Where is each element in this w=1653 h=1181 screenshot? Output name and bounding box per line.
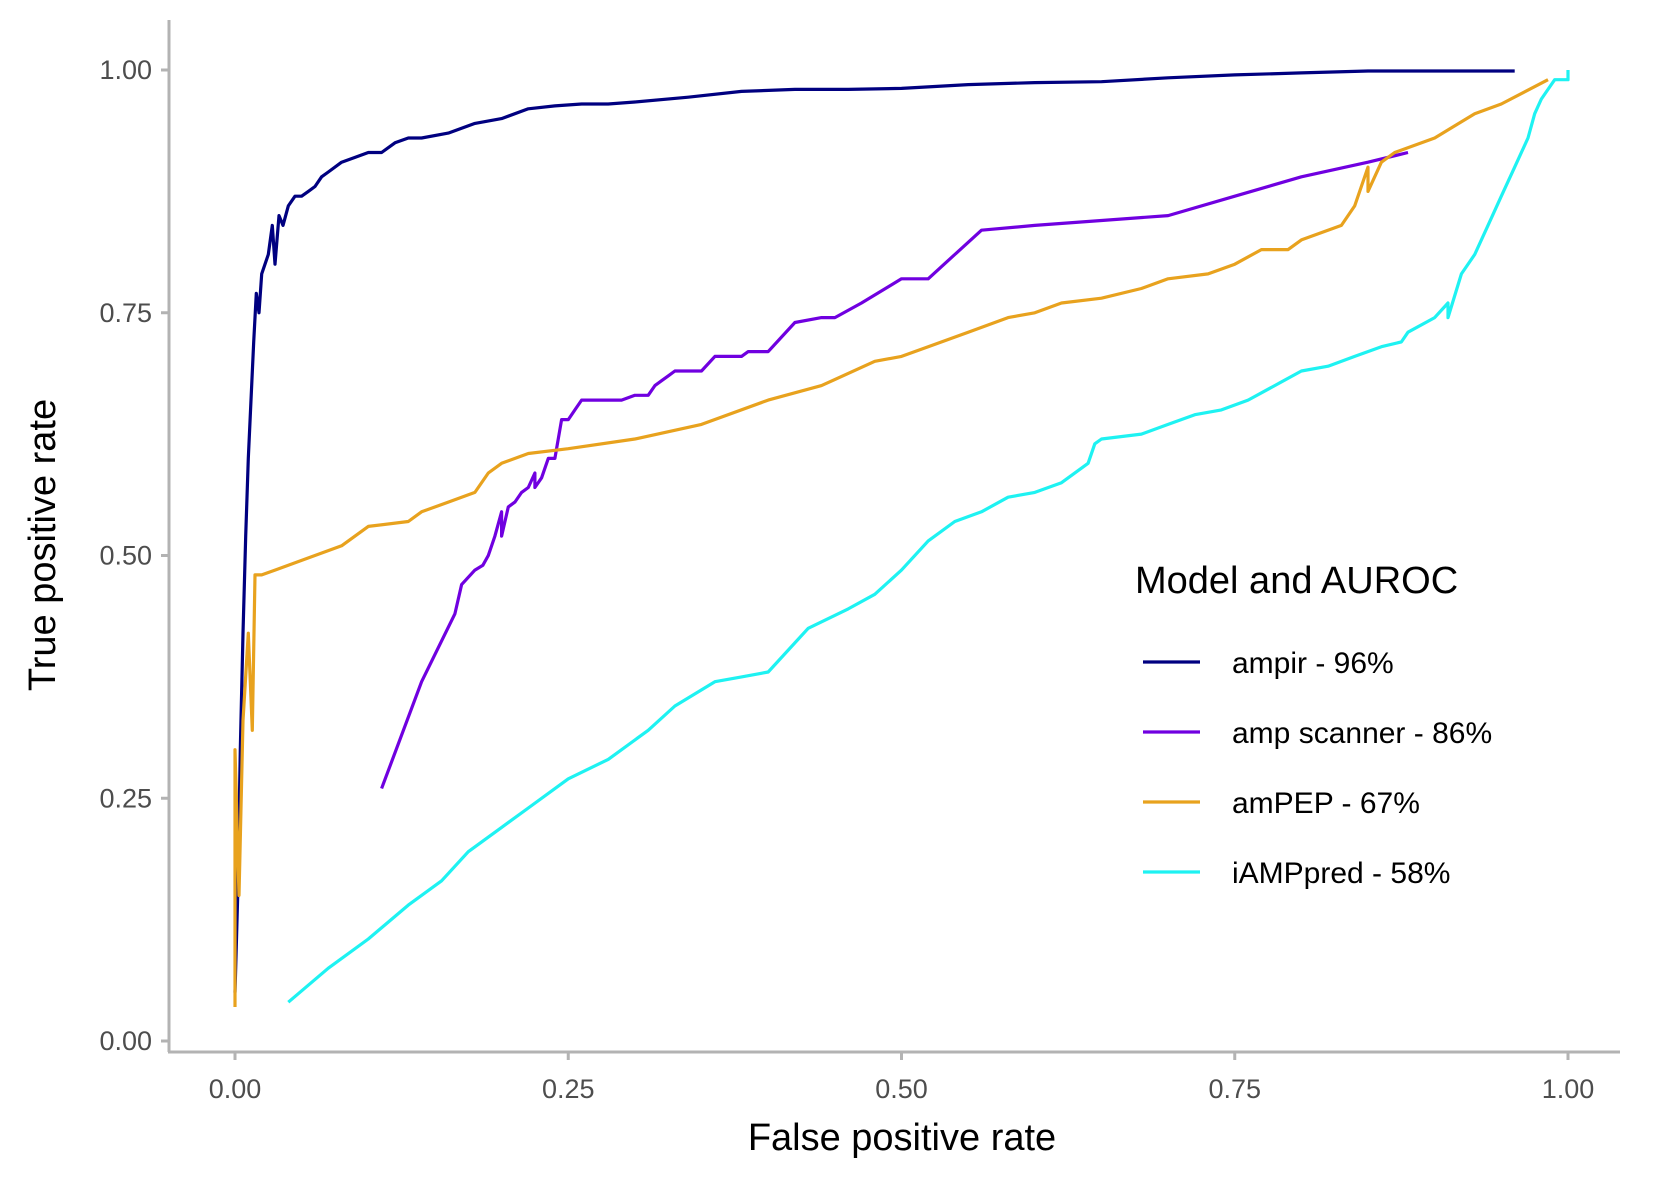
legend-title: Model and AUROC <box>1135 560 1458 602</box>
x-tick-label: 0.50 <box>875 1074 928 1104</box>
x-axis-ticks: 0.00 0.25 0.50 0.75 1.00 <box>209 1052 1595 1104</box>
legend-label-2: amPEP - 67% <box>1232 787 1420 820</box>
x-tick-label: 0.75 <box>1208 1074 1261 1104</box>
y-tick-label: 0.75 <box>99 298 152 328</box>
series-line-3 <box>287 70 1570 1004</box>
y-axis-title: True positive rate <box>22 399 64 691</box>
legend: Model and AUROC ampir - 96% amp scanner -… <box>1135 560 1492 890</box>
legend-label-0: ampir - 96% <box>1232 647 1394 680</box>
x-axis-title: False positive rate <box>748 1117 1056 1159</box>
y-tick-label: 0.50 <box>99 541 152 571</box>
y-tick-label: 1.00 <box>99 55 152 85</box>
y-tick-label: 0.00 <box>99 1026 152 1056</box>
x-tick-label: 0.25 <box>542 1074 595 1104</box>
series-line-0 <box>233 69 1515 993</box>
x-tick-label: 1.00 <box>1542 1074 1595 1104</box>
series-line-2 <box>233 78 1549 1007</box>
y-axis-ticks: 0.00 0.25 0.50 0.75 1.00 <box>99 55 169 1056</box>
y-tick-label: 0.25 <box>99 783 152 813</box>
legend-label-3: iAMPpred - 58% <box>1232 857 1450 890</box>
x-tick-label: 0.00 <box>209 1074 262 1104</box>
series-line-1 <box>380 150 1409 790</box>
legend-label-1: amp scanner - 86% <box>1232 717 1492 750</box>
plot-area <box>233 69 1570 1007</box>
